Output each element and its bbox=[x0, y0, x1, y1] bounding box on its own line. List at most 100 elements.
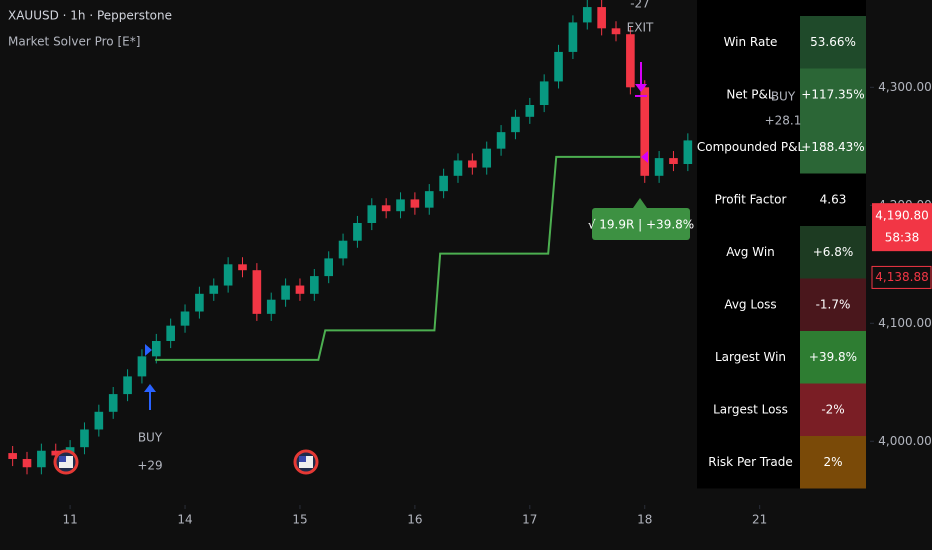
exit-label: EXIT bbox=[627, 21, 654, 35]
result-label-box bbox=[592, 208, 690, 240]
markers bbox=[53, 62, 690, 475]
candle-body bbox=[295, 285, 305, 294]
y-tick-label: 4,300.00 bbox=[878, 80, 931, 94]
table-value-cell bbox=[800, 331, 866, 384]
entry-marker bbox=[145, 344, 152, 356]
table-value-cell bbox=[800, 383, 866, 436]
table-value: -1.7% bbox=[816, 297, 851, 311]
candle-body bbox=[396, 199, 405, 212]
table-value: +117.35% bbox=[801, 87, 864, 101]
table-label: Avg Loss bbox=[724, 297, 776, 311]
table-label: Avg Win bbox=[726, 245, 775, 259]
candle-body bbox=[252, 270, 262, 314]
candle-body bbox=[238, 264, 247, 271]
table-value-cell bbox=[800, 226, 866, 279]
candle-body bbox=[453, 160, 463, 176]
candle-body bbox=[496, 132, 506, 149]
candle-body bbox=[554, 51, 563, 82]
flag-icon bbox=[293, 449, 319, 475]
stats-table: Win Rate 53.66% Net P&L +117.35% Compounded … bbox=[697, 0, 866, 489]
candle-body bbox=[338, 240, 348, 259]
candle-body bbox=[166, 325, 175, 341]
candle-body bbox=[137, 356, 147, 377]
candle-body bbox=[80, 429, 89, 448]
flag-icon bbox=[53, 449, 79, 475]
candle-body bbox=[281, 285, 290, 300]
candle-body bbox=[640, 87, 650, 176]
x-tick-label: 14 bbox=[177, 513, 192, 527]
table-value-cell bbox=[800, 16, 866, 69]
result-label-pointer bbox=[633, 198, 647, 208]
x-tick-label: 11 bbox=[62, 513, 77, 527]
candle-body bbox=[468, 160, 477, 168]
candle-body bbox=[482, 148, 492, 168]
last-price-box bbox=[872, 203, 932, 252]
table-value: -2% bbox=[821, 402, 844, 416]
buy-points: +28.1 bbox=[765, 114, 802, 128]
y-tick-label: 4,100.00 bbox=[878, 316, 931, 330]
candle-body bbox=[654, 158, 664, 176]
candle-body bbox=[611, 28, 621, 35]
marker-price-label: 4,138.88 bbox=[875, 270, 928, 284]
candle-body bbox=[511, 116, 520, 133]
candle-body bbox=[539, 81, 549, 106]
candle-body bbox=[8, 453, 17, 459]
exit-marker bbox=[641, 151, 648, 163]
table-label: Win Rate bbox=[724, 35, 778, 49]
table-value-cell bbox=[800, 173, 866, 226]
candle-body bbox=[22, 458, 32, 468]
candle-body bbox=[310, 276, 319, 294]
candle-body bbox=[626, 34, 635, 88]
candle-body bbox=[37, 450, 46, 468]
candle-body bbox=[367, 205, 377, 224]
candle-body bbox=[568, 22, 578, 52]
candle-body bbox=[123, 376, 132, 395]
candle-body bbox=[410, 199, 420, 208]
table-value: 53.66% bbox=[810, 35, 856, 49]
table-label: Largest Win bbox=[715, 350, 786, 364]
table-value: 4.63 bbox=[820, 192, 847, 206]
candle-body bbox=[597, 7, 606, 29]
y-tick-label: 4,000.00 bbox=[878, 434, 931, 448]
table-label: Compounded P&L bbox=[697, 140, 805, 154]
result-label: √ 19.9R | +39.8% bbox=[588, 218, 694, 232]
price-axis: 4,000.004,100.004,200.004,300.004,190.80… bbox=[870, 80, 932, 448]
exit-points: -27 bbox=[630, 0, 650, 11]
table-value: +6.8% bbox=[813, 245, 854, 259]
table-value-cell bbox=[800, 68, 866, 121]
candle-body bbox=[209, 285, 219, 294]
stop-line bbox=[155, 155, 641, 361]
candle-body bbox=[223, 264, 233, 286]
candle-body bbox=[195, 293, 204, 312]
candle-body bbox=[683, 140, 693, 165]
candle-body bbox=[525, 105, 535, 117]
candle-body bbox=[353, 223, 362, 241]
candle-body bbox=[180, 311, 190, 326]
candle-body bbox=[669, 158, 678, 165]
candle-body bbox=[324, 258, 334, 277]
x-tick-label: 15 bbox=[292, 513, 307, 527]
x-tick-label: 21 bbox=[752, 513, 767, 527]
exit-arrow-head bbox=[635, 84, 647, 92]
x-tick-label: 18 bbox=[637, 513, 652, 527]
last-price-label: 4,190.80 bbox=[875, 209, 928, 223]
table-label: Largest Loss bbox=[713, 402, 788, 416]
table-label: Risk Per Trade bbox=[708, 455, 792, 469]
marker-price-box bbox=[871, 265, 932, 289]
symbol-title: XAUUSD · 1h · Pepperstone bbox=[8, 9, 172, 23]
candle-body bbox=[151, 340, 161, 357]
candle-body bbox=[439, 175, 448, 192]
buy-arrow-head bbox=[144, 384, 156, 392]
table-value: +188.43% bbox=[801, 140, 864, 154]
buy-label: BUY bbox=[771, 90, 796, 104]
x-tick-label: 17 bbox=[522, 513, 537, 527]
candle-body bbox=[424, 191, 434, 208]
indicator-name: Market Solver Pro [E*] bbox=[8, 35, 140, 49]
table-label: Profit Factor bbox=[715, 192, 787, 206]
countdown-label: 58:38 bbox=[885, 231, 920, 245]
buy-label: BUY bbox=[138, 431, 163, 445]
candle-body bbox=[51, 450, 61, 456]
candle-body bbox=[381, 205, 391, 212]
